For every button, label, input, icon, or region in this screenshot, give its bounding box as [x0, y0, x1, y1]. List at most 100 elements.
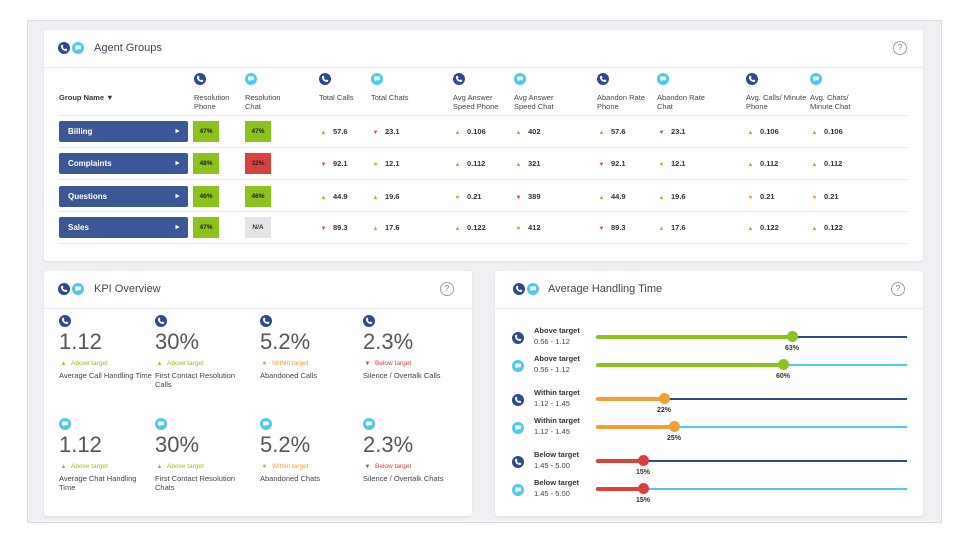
column-header-7[interactable]: Abandon Rate Chat	[657, 93, 705, 111]
play-arrow-icon: ►	[174, 160, 181, 167]
aht-slider-fill	[596, 335, 792, 339]
metric-value: 89.3	[333, 223, 348, 232]
chat-icon	[512, 360, 524, 372]
triangle-up-icon: ▲	[372, 195, 379, 201]
metric-value: 12.1	[385, 159, 400, 168]
phone-icon	[453, 73, 465, 85]
column-header-3[interactable]: Total Chats	[371, 93, 409, 102]
triangle-up-icon: ▲	[811, 130, 818, 136]
metric-value: 0.112	[467, 159, 486, 168]
play-arrow-icon: ►	[174, 128, 181, 135]
metric-value: 0.112	[760, 159, 779, 168]
aht-slider-handle[interactable]	[659, 393, 670, 404]
kpi-status: ▲ Above target	[59, 360, 108, 367]
aht-slider-fill	[596, 363, 783, 367]
kpi-value: 2.3%	[363, 329, 414, 354]
kpi-label: Average Chat Handling Time	[59, 474, 137, 492]
aht-slider-track	[596, 488, 907, 490]
kpi-status: ● Within target	[260, 360, 309, 367]
aht-range: 0.56 - 1.12	[534, 337, 570, 346]
chat-icon	[245, 73, 257, 85]
group-button-billing[interactable]: Billing ►	[59, 121, 188, 142]
kpi-value: 1.12	[59, 432, 102, 457]
agent-groups-help-icon[interactable]: ?	[893, 41, 907, 55]
column-header-9[interactable]: Avg. Chats/ Minute Chat	[810, 93, 851, 111]
resolution-phone-tile: 47%	[193, 121, 219, 142]
triangle-up-icon: ▲	[598, 195, 605, 201]
aht-slider-fill	[596, 487, 643, 491]
metric-value: 389	[528, 192, 541, 201]
column-header-0[interactable]: Resolution Phone	[194, 93, 230, 111]
column-header-2[interactable]: Total Calls	[319, 93, 354, 102]
aht-title: Average Handling Time	[548, 283, 663, 295]
column-header-5[interactable]: Avg Answer Speed Chat	[514, 93, 554, 111]
aht-status-label: Within target	[534, 388, 580, 397]
kpi-tile: 1.12 ▲ Above target Average Call Handling T…	[59, 315, 154, 395]
group-name-label: Questions	[68, 192, 108, 201]
aht-status-label: Above target	[534, 354, 580, 363]
kpi-status-text: Above target	[71, 360, 108, 367]
aht-help-icon[interactable]: ?	[891, 282, 905, 296]
aht-slider-track	[596, 398, 907, 400]
triangle-up-icon: ▲	[811, 162, 818, 168]
column-header-1[interactable]: Resolution Chat	[245, 93, 281, 111]
phone-icon	[513, 283, 525, 295]
kpi-status-text: Within target	[272, 360, 309, 367]
column-header-6[interactable]: Abandon Rate Phone	[597, 93, 645, 111]
metric-cell: ● 0.21	[746, 192, 774, 201]
aht-slider-handle[interactable]	[787, 331, 798, 342]
triangle-up-icon: ▲	[454, 162, 461, 168]
kpi-tile: 5.2% ● Within target Abandoned Chats	[260, 418, 355, 498]
metric-value: 44.9	[611, 192, 626, 201]
phone-icon	[58, 42, 70, 54]
kpi-tile: 2.3% ▼ Below target Silence / Overtalk Call…	[363, 315, 458, 395]
play-arrow-icon: ►	[174, 193, 181, 200]
aht-slider-handle[interactable]	[778, 359, 789, 370]
chat-icon	[59, 418, 71, 430]
triangle-down-icon: ▼	[364, 361, 371, 367]
row-divider	[59, 179, 908, 180]
kpi-status: ▲ Above target	[155, 463, 204, 470]
aht-slider-handle[interactable]	[638, 455, 649, 466]
dot-icon: ●	[812, 194, 817, 201]
dot-icon: ●	[373, 161, 378, 168]
triangle-up-icon: ▲	[372, 226, 379, 232]
group-name-sort-header[interactable]: Group Name ▼	[59, 93, 114, 102]
metric-value: 92.1	[333, 159, 348, 168]
group-button-questions[interactable]: Questions ►	[59, 186, 188, 207]
row-divider	[59, 243, 908, 244]
aht-range: 1.45 - 5.00	[534, 489, 570, 498]
resolution-phone-tile: 48%	[193, 153, 219, 174]
aht-status-label: Above target	[534, 326, 580, 335]
kpi-value: 1.12	[59, 329, 102, 354]
kpi-label: First Contact Resolution Calls	[155, 371, 236, 389]
metric-value: 12.1	[671, 159, 686, 168]
metric-cell: ▼ 89.3	[319, 223, 348, 232]
group-button-sales[interactable]: Sales ►	[59, 217, 188, 238]
column-header-8[interactable]: Avg. Calls/ Minute Phone	[746, 93, 807, 111]
metric-cell: ▲ 57.6	[319, 127, 348, 136]
column-header-4[interactable]: Avg Answer Speed Phone	[453, 93, 499, 111]
triangle-up-icon: ▲	[320, 195, 327, 201]
kpi-status: ▲ Above target	[59, 463, 108, 470]
kpi-status: ● Within target	[260, 463, 308, 470]
group-button-complaints[interactable]: Complaints ►	[59, 153, 188, 174]
metric-cell: ▲ 19.6	[657, 192, 686, 201]
aht-slider-handle[interactable]	[669, 421, 680, 432]
aht-slider-track	[596, 426, 907, 428]
aht-status-label: Within target	[534, 416, 580, 425]
metric-cell: ▼ 89.3	[597, 223, 626, 232]
aht-percent-label: 15%	[636, 497, 651, 504]
aht-slider-handle[interactable]	[638, 483, 649, 494]
triangle-up-icon: ▲	[811, 226, 818, 232]
metric-value: 17.6	[671, 223, 686, 232]
dot-icon: ●	[748, 194, 753, 201]
kpi-value: 5.2%	[260, 329, 311, 354]
metric-cell: ● 0.21	[810, 192, 838, 201]
aht-percent-label: 63%	[785, 345, 800, 352]
triangle-down-icon: ▼	[364, 464, 371, 470]
phone-icon	[59, 315, 71, 327]
triangle-down-icon: ▼	[372, 130, 379, 136]
kpi-help-icon[interactable]: ?	[440, 282, 454, 296]
metric-cell: ▲ 0.106	[810, 127, 843, 136]
